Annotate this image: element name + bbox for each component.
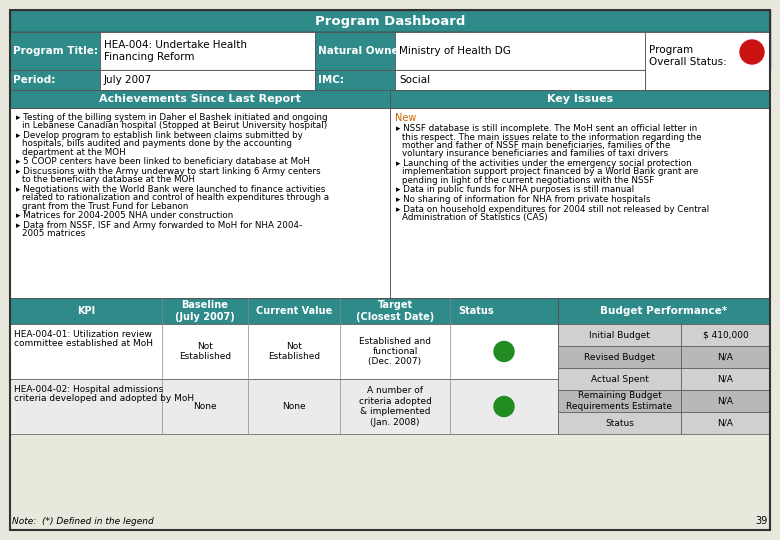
Bar: [10, 108, 390, 298]
Text: A number of
criteria adopted
& implemented
(Jan. 2008): A number of criteria adopted & implement…: [359, 387, 431, 427]
Bar: [100, 70, 315, 90]
Circle shape: [740, 40, 764, 64]
Bar: [10, 379, 558, 434]
Bar: [10, 90, 390, 108]
Text: ▸ Matrices for 2004-2005 NHA under construction: ▸ Matrices for 2004-2005 NHA under const…: [16, 212, 233, 220]
Text: Not
Established: Not Established: [179, 342, 231, 361]
Text: N/A: N/A: [718, 396, 733, 406]
Bar: [645, 32, 770, 90]
Text: ▸ Testing of the billing system in Daher el Bashek initiated and ongoing: ▸ Testing of the billing system in Daher…: [16, 113, 328, 122]
Text: to the beneficiary database at the MOH: to the beneficiary database at the MOH: [22, 176, 195, 185]
Bar: [10, 32, 100, 70]
Bar: [681, 368, 770, 390]
Circle shape: [494, 396, 514, 416]
Text: ▸ NSSF database is still incomplete. The MoH sent an official letter in: ▸ NSSF database is still incomplete. The…: [396, 124, 697, 133]
Text: hospitals, bills audited and payments done by the accounting: hospitals, bills audited and payments do…: [22, 139, 292, 148]
Text: 2005 matrices: 2005 matrices: [22, 230, 85, 239]
Text: N/A: N/A: [718, 375, 733, 383]
Text: Note:  (*) Defined in the legend: Note: (*) Defined in the legend: [12, 516, 154, 525]
Text: $ 410,000: $ 410,000: [703, 330, 748, 340]
Text: None: None: [282, 402, 306, 411]
Text: this respect. The main issues relate to the information regarding the: this respect. The main issues relate to …: [402, 132, 701, 141]
Bar: [10, 298, 558, 324]
Bar: [558, 298, 770, 324]
Bar: [10, 70, 100, 90]
Text: mother and father of NSSF main beneficiaries, families of the: mother and father of NSSF main beneficia…: [402, 141, 670, 150]
Text: Administration of Statistics (CAS): Administration of Statistics (CAS): [402, 213, 548, 222]
Text: ▸ Data in public funds for NHA purposes is still manual: ▸ Data in public funds for NHA purposes …: [396, 186, 634, 194]
Text: voluntary insurance beneficiaries and families of taxi drivers: voluntary insurance beneficiaries and fa…: [402, 150, 668, 159]
Bar: [315, 70, 395, 90]
Text: Revised Budget: Revised Budget: [584, 353, 655, 361]
Text: Target
(Closest Date): Target (Closest Date): [356, 300, 434, 322]
Text: July 2007: July 2007: [104, 75, 152, 85]
Text: ▸ 5 COOP centers have been linked to beneficiary database at MoH: ▸ 5 COOP centers have been linked to ben…: [16, 158, 310, 166]
Bar: [315, 32, 395, 70]
Text: New: New: [395, 113, 417, 123]
Text: ▸ Data on household expenditures for 2004 still not released by Central: ▸ Data on household expenditures for 200…: [396, 205, 709, 213]
Text: Program Dashboard: Program Dashboard: [315, 15, 465, 28]
Text: Actual Spent: Actual Spent: [590, 375, 648, 383]
Text: grant from the Trust Fund for Lebanon: grant from the Trust Fund for Lebanon: [22, 202, 189, 211]
Bar: [390, 90, 770, 108]
Bar: [395, 32, 645, 70]
Text: implementation support project financed by a World Bank grant are: implementation support project financed …: [402, 167, 698, 177]
Text: committee established at MoH: committee established at MoH: [14, 339, 153, 348]
Text: N/A: N/A: [718, 353, 733, 361]
Bar: [681, 346, 770, 368]
Bar: [10, 70, 645, 90]
Text: Status: Status: [458, 306, 494, 316]
Text: criteria developed and adopted by MoH: criteria developed and adopted by MoH: [14, 394, 194, 403]
Bar: [558, 324, 681, 346]
Bar: [10, 32, 770, 70]
Text: HEA-004-01: Utilization review: HEA-004-01: Utilization review: [14, 330, 152, 339]
Bar: [100, 32, 315, 70]
Text: Program
Overall Status:: Program Overall Status:: [649, 45, 727, 67]
Text: Key Issues: Key Issues: [547, 94, 613, 104]
Bar: [10, 10, 770, 32]
Text: Program Title:: Program Title:: [13, 46, 98, 56]
Text: Period:: Period:: [13, 75, 55, 85]
Text: ▸ No sharing of information for NHA from private hospitals: ▸ No sharing of information for NHA from…: [396, 195, 651, 204]
Text: KPI: KPI: [77, 306, 95, 316]
Text: Remaining Budget
Requirements Estimate: Remaining Budget Requirements Estimate: [566, 392, 672, 411]
Text: Social: Social: [399, 75, 430, 85]
Text: ▸ Develop program to establish link between claims submitted by: ▸ Develop program to establish link betw…: [16, 131, 303, 140]
Bar: [10, 324, 558, 379]
Bar: [681, 390, 770, 412]
Text: ▸ Data from NSSF, ISF and Army forwarded to MoH for NHA 2004-: ▸ Data from NSSF, ISF and Army forwarded…: [16, 221, 302, 230]
Text: None: None: [193, 402, 217, 411]
Text: N/A: N/A: [718, 418, 733, 428]
Text: Baseline
(July 2007): Baseline (July 2007): [176, 300, 235, 322]
Text: HEA-004-02: Hospital admissions: HEA-004-02: Hospital admissions: [14, 385, 163, 394]
Circle shape: [494, 341, 514, 361]
Bar: [390, 108, 770, 298]
Bar: [681, 412, 770, 434]
Text: Established and
functional
(Dec. 2007): Established and functional (Dec. 2007): [359, 336, 431, 367]
Text: Ministry of Health DG: Ministry of Health DG: [399, 46, 511, 56]
Bar: [558, 346, 681, 368]
Text: Achievements Since Last Report: Achievements Since Last Report: [99, 94, 301, 104]
Bar: [395, 70, 645, 90]
Text: related to rationalization and control of health expenditures through a: related to rationalization and control o…: [22, 193, 329, 202]
Text: Not
Established: Not Established: [268, 342, 320, 361]
Text: in Lebanese Canadian hospital (Stopped at Beirut University hospital): in Lebanese Canadian hospital (Stopped a…: [22, 122, 328, 131]
Bar: [558, 390, 681, 412]
Bar: [558, 368, 681, 390]
Text: department at the MOH: department at the MOH: [22, 148, 126, 157]
Text: 39: 39: [756, 516, 768, 526]
Text: pending in light of the current negotiations with the NSSF: pending in light of the current negotiat…: [402, 176, 654, 185]
Text: Current Value: Current Value: [256, 306, 332, 316]
Text: ▸ Discussions with the Army underway to start linking 6 Army centers: ▸ Discussions with the Army underway to …: [16, 167, 321, 176]
Bar: [558, 412, 681, 434]
Text: Initial Budget: Initial Budget: [589, 330, 650, 340]
Bar: [681, 324, 770, 346]
Text: Budget Performance*: Budget Performance*: [601, 306, 728, 316]
Text: Natural Owner:: Natural Owner:: [318, 46, 408, 56]
Text: ▸ Launching of the activities under the emergency social protection: ▸ Launching of the activities under the …: [396, 159, 692, 168]
Text: ▸ Negotiations with the World Bank were launched to finance activities: ▸ Negotiations with the World Bank were …: [16, 185, 325, 194]
Text: IMC:: IMC:: [318, 75, 344, 85]
Text: Status: Status: [605, 418, 634, 428]
Text: HEA-004: Undertake Health
Financing Reform: HEA-004: Undertake Health Financing Refo…: [104, 40, 247, 62]
